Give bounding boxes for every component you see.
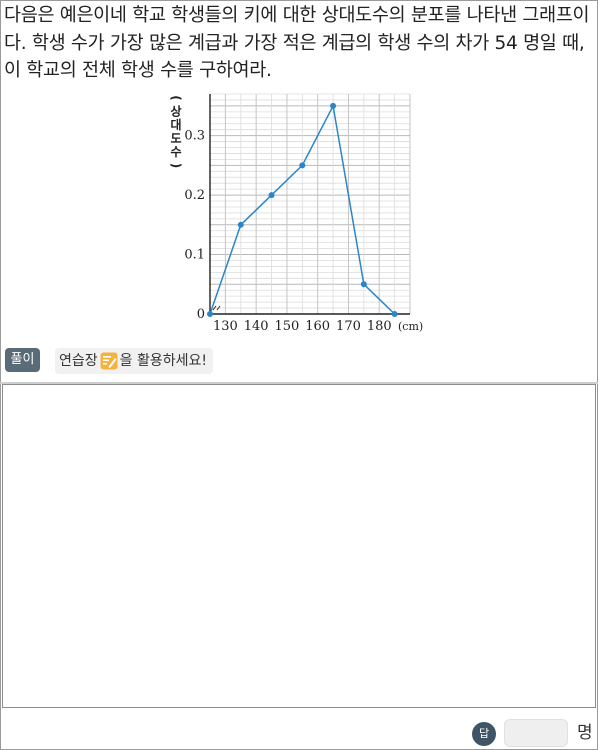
chart-labels: 0.1 0.2 0.3 0 130 140 150 160 170 180 (cm) ( 상대도수) <box>169 95 423 334</box>
answer-unit: 명 <box>577 723 593 743</box>
hint-text-after: 을 활용하세요! <box>119 353 207 369</box>
y-axis-title-char: 수 <box>170 145 181 159</box>
data-point <box>268 192 275 199</box>
x-tick-label: 150 <box>275 319 300 334</box>
solution-badge: 풀이 <box>5 348 40 372</box>
y-tick-label: 0.3 <box>184 129 205 144</box>
notepad-hint: 연습장 을 활용하세요! <box>55 348 213 374</box>
data-point <box>330 102 337 109</box>
x-tick-label: 130 <box>213 319 238 334</box>
y-axis-title-char: 대 <box>170 118 181 132</box>
workspace-divider <box>0 382 598 384</box>
chart-axes <box>209 94 410 315</box>
y-axis-title-char: ) <box>169 163 183 168</box>
data-point <box>299 162 306 169</box>
data-point <box>360 281 367 288</box>
y-tick-label: 0.1 <box>184 248 205 263</box>
data-point <box>207 311 213 317</box>
x-axis-unit: (cm) <box>398 320 423 333</box>
y-axis-title-char: 도 <box>170 132 181 146</box>
x-tick-label: 140 <box>244 319 269 334</box>
chart-series <box>207 102 398 317</box>
y-tick-label: 0.2 <box>184 188 205 203</box>
scratch-workspace[interactable] <box>2 384 596 708</box>
x-tick-label: 170 <box>336 319 361 334</box>
notepad-icon[interactable] <box>100 352 118 370</box>
relative-frequency-polygon: 0.1 0.2 0.3 0 130 140 150 160 170 180 (cm) ( 상대도수) <box>169 93 423 334</box>
answer-badge: 답 <box>472 722 496 746</box>
hint-text-before: 연습장 <box>59 353 98 369</box>
y-axis-title-char: 상 <box>170 104 181 119</box>
x-tick-label: 160 <box>305 319 330 334</box>
x-tick-label: 180 <box>367 319 392 334</box>
chart-grid <box>210 93 411 314</box>
answer-input[interactable] <box>504 719 568 747</box>
data-point <box>237 221 244 228</box>
axis-break-mark <box>212 305 221 311</box>
question-text: 다음은 예은이네 학교 학생들의 키에 대한 상대도수의 분포를 나타낸 그래프… <box>4 5 590 81</box>
origin-label: 0 <box>197 307 205 322</box>
y-axis-title-char: ( <box>169 95 183 100</box>
data-point <box>391 311 398 317</box>
